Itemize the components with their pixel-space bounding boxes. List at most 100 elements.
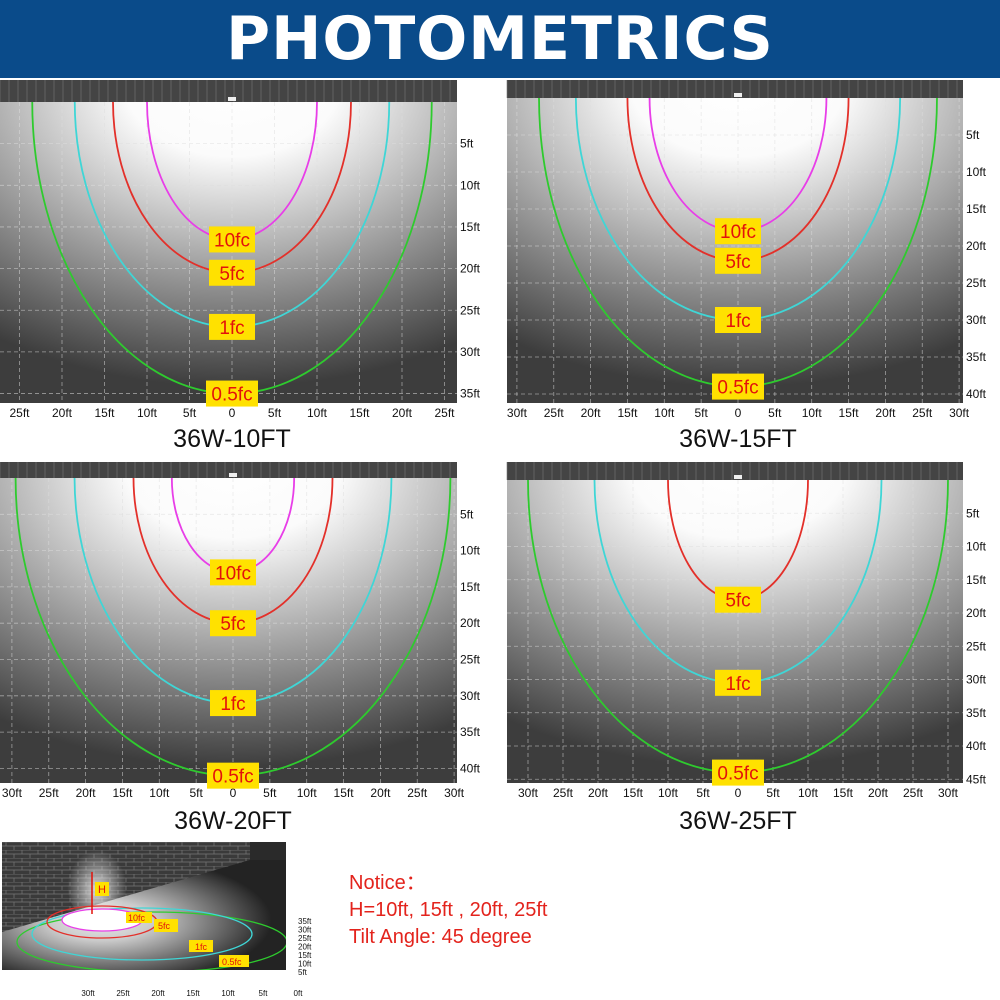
fixture-icon — [734, 93, 742, 97]
illus-label-1fc: 1fc — [195, 942, 208, 952]
contour-label: 0.5fc — [717, 764, 758, 785]
x-tick-label: 5ft — [263, 786, 277, 800]
contour-label-box — [715, 307, 761, 333]
x-tick-label: 20ft — [52, 406, 73, 420]
contour-label-box — [209, 259, 255, 286]
x-tick-label: 15ft — [334, 786, 355, 800]
x-tick-label: 15ft — [833, 786, 854, 800]
photometric-panel: 5ft 10ft 15ft 20ft 25ft 30ft 35ft 40ft 30ft 25ft 2… — [0, 462, 497, 808]
y-tick-label: 40ft — [966, 739, 987, 753]
x-tick-label: 25ft — [912, 406, 933, 420]
x-tick-label: 25ft — [544, 406, 565, 420]
y-tick-label: 30ft — [460, 345, 481, 359]
y-tick-label: 30ft — [966, 673, 987, 687]
x-tick-label: 25ft — [553, 786, 574, 800]
panel-plot: 5ft 10ft 15ft 20ft 25ft 30ft 35ft 40ft 45ft 30ft 2… — [506, 462, 987, 800]
wall-strip — [0, 80, 457, 102]
x-tick-label: 10ft — [798, 786, 819, 800]
y-tick-label: 25ft — [966, 276, 987, 290]
x-tick-label: 25ft — [39, 786, 60, 800]
y-tick-label: 15ft — [460, 220, 481, 234]
y-tick-label: 5ft — [460, 507, 474, 521]
x-tick-label: 20ft — [581, 406, 602, 420]
y-tick-label: 15ft — [966, 202, 987, 216]
x-tick-label: 5ft — [768, 406, 782, 420]
x-tick-label: 15ft — [94, 406, 115, 420]
fixture-icon — [734, 475, 742, 479]
illus-y-tick: 15ft — [298, 951, 312, 960]
contour-label-box — [210, 690, 256, 717]
illustration-ticks: 30ft 25ft 20ft 15ft 10ft 5ft 0ft35ft30ft25ft20… — [81, 917, 312, 998]
y-tick-label: 35ft — [966, 706, 987, 720]
x-tick-label: 30ft — [2, 786, 23, 800]
x-tick-label: 20ft — [370, 786, 391, 800]
perspective-illustration: H 10fc 5fc 1fc 0.5fc — [2, 842, 286, 970]
notice-tilt: Tilt Angle: 45 degree — [349, 926, 532, 948]
x-tick-label: 20ft — [868, 786, 889, 800]
x-tick-label: 10ft — [297, 786, 318, 800]
illus-y-tick: 35ft — [298, 917, 312, 926]
x-tick-label: 5ft — [766, 786, 780, 800]
y-tick-label: 20ft — [966, 239, 987, 253]
illus-label-05fc: 0.5fc — [222, 957, 242, 967]
x-tick-label: 5ft — [694, 406, 708, 420]
y-tick-label: 35ft — [966, 350, 987, 364]
contour-label-box — [712, 759, 764, 786]
y-tick-label: 10ft — [966, 165, 987, 179]
illus-x-tick: 0ft — [294, 989, 304, 998]
x-tick-label: 0 — [230, 786, 237, 800]
notice-block: Notice： H=10ft, 15ft , 20ft, 25ft Tilt A… — [349, 870, 547, 951]
illus-x-tick: 20ft — [151, 989, 165, 998]
y-tick-label: 15ft — [966, 573, 987, 587]
y-tick-label: 30ft — [966, 313, 987, 327]
x-tick-label: 15ft — [623, 786, 644, 800]
contour-label-box — [715, 586, 761, 613]
contour-label-box — [207, 762, 259, 789]
notice-heights: H=10ft, 15ft , 20ft, 25ft — [349, 899, 548, 921]
contour-label-box — [209, 313, 255, 340]
contour-label-box — [712, 373, 764, 400]
x-tick-label: 25ft — [407, 786, 428, 800]
y-tick-label: 25ft — [966, 639, 987, 653]
photometric-panel: 5ft 10ft 15ft 20ft 25ft 30ft 35ft 25ft 20ft 15ft 1… — [0, 80, 497, 428]
x-tick-label: 30ft — [938, 786, 959, 800]
y-tick-label: 35ft — [460, 387, 481, 401]
y-tick-label: 5ft — [966, 506, 980, 520]
y-tick-label: 20ft — [966, 606, 987, 620]
illus-x-tick: 30ft — [81, 989, 95, 998]
x-tick-label: 5ft — [268, 406, 282, 420]
illus-y-tick: 25ft — [298, 934, 312, 943]
y-tick-label: 15ft — [460, 580, 481, 594]
x-tick-label: 20ft — [76, 786, 97, 800]
contour-label: 5fc — [725, 591, 750, 612]
panel-title: 36W-15FT — [679, 425, 797, 453]
y-tick-label: 10ft — [460, 544, 481, 558]
x-tick-label: 10ft — [654, 406, 675, 420]
fixture-icon — [228, 97, 236, 101]
contour-label-box — [715, 669, 761, 696]
x-tick-label: 15ft — [839, 406, 860, 420]
x-tick-label: 25ft — [434, 406, 455, 420]
illus-label-10fc: 10fc — [128, 913, 146, 923]
illus-x-tick: 15ft — [186, 989, 200, 998]
contour-label: 1fc — [725, 674, 750, 695]
x-tick-label: 0 — [229, 406, 236, 420]
illus-x-tick: 25ft — [116, 989, 130, 998]
y-tick-label: 5ft — [460, 137, 474, 151]
illus-y-tick: 5ft — [298, 968, 308, 977]
contour-label-box — [210, 610, 256, 637]
contour-label: 1fc — [725, 311, 750, 332]
x-tick-label: 10ft — [149, 786, 170, 800]
x-tick-label: 30ft — [444, 786, 465, 800]
photometric-panel: 5ft 10ft 15ft 20ft 25ft 30ft 35ft 40ft 30ft 25ft 2… — [506, 80, 1000, 428]
contour-label: 5fc — [220, 614, 245, 635]
wall-strip — [0, 462, 457, 478]
contour-label-box — [206, 380, 258, 407]
illus-y-tick: 20ft — [298, 943, 312, 952]
panel-title: 36W-20FT — [174, 807, 292, 835]
contour-label: 1fc — [220, 694, 245, 715]
contour-label: 10fc — [720, 222, 756, 243]
y-tick-label: 5ft — [966, 128, 980, 142]
contour-label: 0.5fc — [211, 385, 252, 406]
y-tick-label: 40ft — [460, 761, 481, 775]
